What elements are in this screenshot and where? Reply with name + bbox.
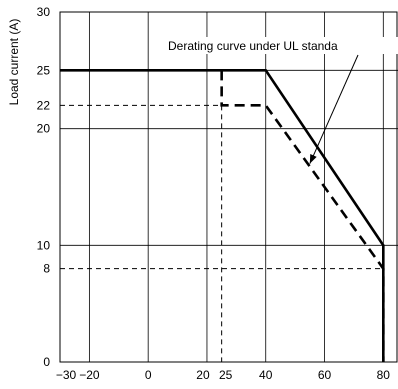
- series-line-dashed: [220, 70, 385, 362]
- y-tick-label: 10: [37, 238, 51, 252]
- plot-frame: [59, 11, 398, 363]
- x-tick-label: 80: [377, 368, 391, 382]
- y-tick-label: 30: [37, 5, 51, 19]
- annotation-background: [165, 37, 398, 54]
- reference-lines: [60, 104, 384, 362]
- series-lines: [60, 69, 385, 362]
- y-tick-label: 0: [43, 355, 50, 369]
- annotation-text: Derating curve under UL standa: [168, 39, 338, 53]
- y-tick-label: 8: [43, 262, 50, 276]
- annotation-arrowhead: [309, 154, 317, 164]
- x-tick-label: 40: [259, 368, 273, 382]
- x-tick-label: −20: [79, 368, 100, 382]
- x-tick-label: 20: [196, 368, 210, 382]
- x-tick-label: 25: [219, 368, 233, 382]
- y-tick-label: 25: [37, 63, 51, 77]
- x-tick-label: 0: [145, 368, 152, 382]
- x-tick-label: 60: [318, 368, 332, 382]
- grid-lines: [60, 12, 398, 362]
- x-tick-labels: −30 −20 0 20 25 40 60 80: [56, 368, 390, 382]
- series-line-solid: [60, 69, 385, 362]
- annotation-leader-line: [309, 54, 359, 164]
- y-tick-label: 22: [37, 98, 51, 112]
- y-axis-label: Load current (A): [7, 19, 21, 106]
- x-tick-label: −30: [56, 368, 77, 382]
- y-tick-label: 20: [37, 122, 51, 136]
- y-tick-labels: 0 8 10 20 22 25 30: [37, 5, 51, 369]
- annotation: Derating curve under UL standa: [165, 37, 398, 164]
